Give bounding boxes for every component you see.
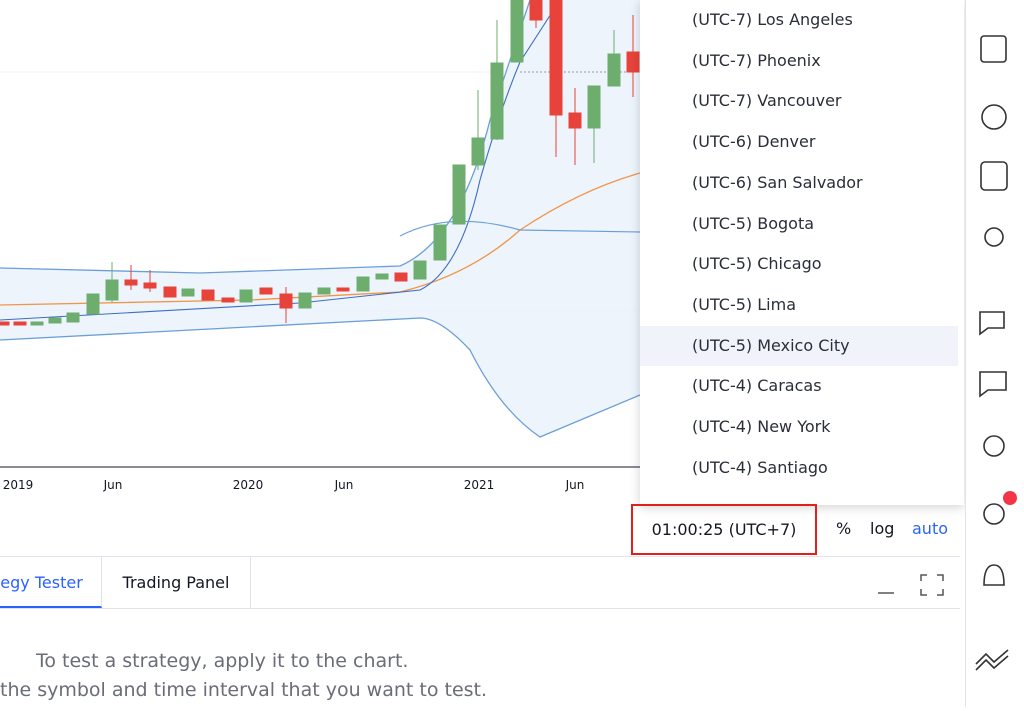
timezone-option[interactable]: (UTC-6) Denver <box>692 132 816 152</box>
log-toggle[interactable]: log <box>870 519 895 538</box>
price-chart <box>0 0 640 468</box>
alerts-icon[interactable] <box>983 564 1005 586</box>
x-tick-label: Jun <box>103 478 123 492</box>
timezone-option[interactable]: (UTC-6) San Salvador <box>692 172 863 192</box>
timezone-option[interactable]: (UTC-4) New York <box>692 417 831 436</box>
tab[interactable]: Trading Panel <box>102 557 251 608</box>
streams-icon[interactable] <box>983 435 1005 457</box>
ma-line <box>0 0 561 321</box>
x-tick-label: Jun <box>565 478 585 492</box>
band-fill <box>0 0 640 437</box>
notification-dot <box>1003 491 1017 505</box>
trend-icon[interactable] <box>975 649 1009 671</box>
panel-controls[interactable] <box>870 569 950 599</box>
clock[interactable]: 01:00:25 (UTC+7) <box>631 504 817 555</box>
live-icon[interactable] <box>983 503 1005 525</box>
calculator-icon[interactable] <box>980 35 1007 63</box>
x-tick-label: Jun <box>334 478 354 492</box>
chat-icon[interactable] <box>979 311 1005 336</box>
timezone-option[interactable]: (UTC-5) Chicago <box>692 254 822 274</box>
right-toolbar <box>965 0 1024 707</box>
chats-icon[interactable] <box>979 371 1007 398</box>
bottom-panel: Strategy Tester Trading Panel To test a … <box>0 556 960 708</box>
ideas-icon[interactable] <box>984 227 1004 247</box>
timezone-option[interactable]: (UTC-5) Lima <box>692 294 796 314</box>
timezone-option[interactable]: (UTC-7) Los Angeles <box>692 10 853 29</box>
tab[interactable]: Strategy Tester <box>0 557 102 608</box>
timezone-option[interactable]: (UTC-7) Vancouver <box>692 91 842 111</box>
message-line: the symbol and time interval that you wa… <box>0 679 488 701</box>
timezone-option[interactable]: (UTC-7) Phoenix <box>692 50 821 70</box>
message-line: To test a strategy, apply it to the char… <box>36 650 409 672</box>
hotlist-icon[interactable] <box>981 104 1007 130</box>
x-tick-label: 2021 <box>463 478 495 492</box>
x-tick-label: 2020 <box>232 478 264 492</box>
candles <box>0 0 640 326</box>
timezone-menu: (UTC-7) Los Angeles (UTC-7) Phoenix (UTC-7… <box>640 0 964 505</box>
percent-toggle[interactable]: % <box>836 519 852 538</box>
x-tick-label: 2019 <box>2 478 34 492</box>
calendar-icon[interactable] <box>980 161 1008 191</box>
timezone-option[interactable]: (UTC-4) Santiago <box>692 457 828 477</box>
timezone-option[interactable]: (UTC-5) Bogota <box>692 213 815 233</box>
timezone-option[interactable]: (UTC-5) Mexico City <box>640 325 958 366</box>
auto-toggle[interactable]: auto <box>912 519 949 538</box>
toolbar-icons <box>975 35 1017 671</box>
timezone-option[interactable]: (UTC-4) Caracas <box>692 376 822 396</box>
lower-band <box>0 317 640 438</box>
